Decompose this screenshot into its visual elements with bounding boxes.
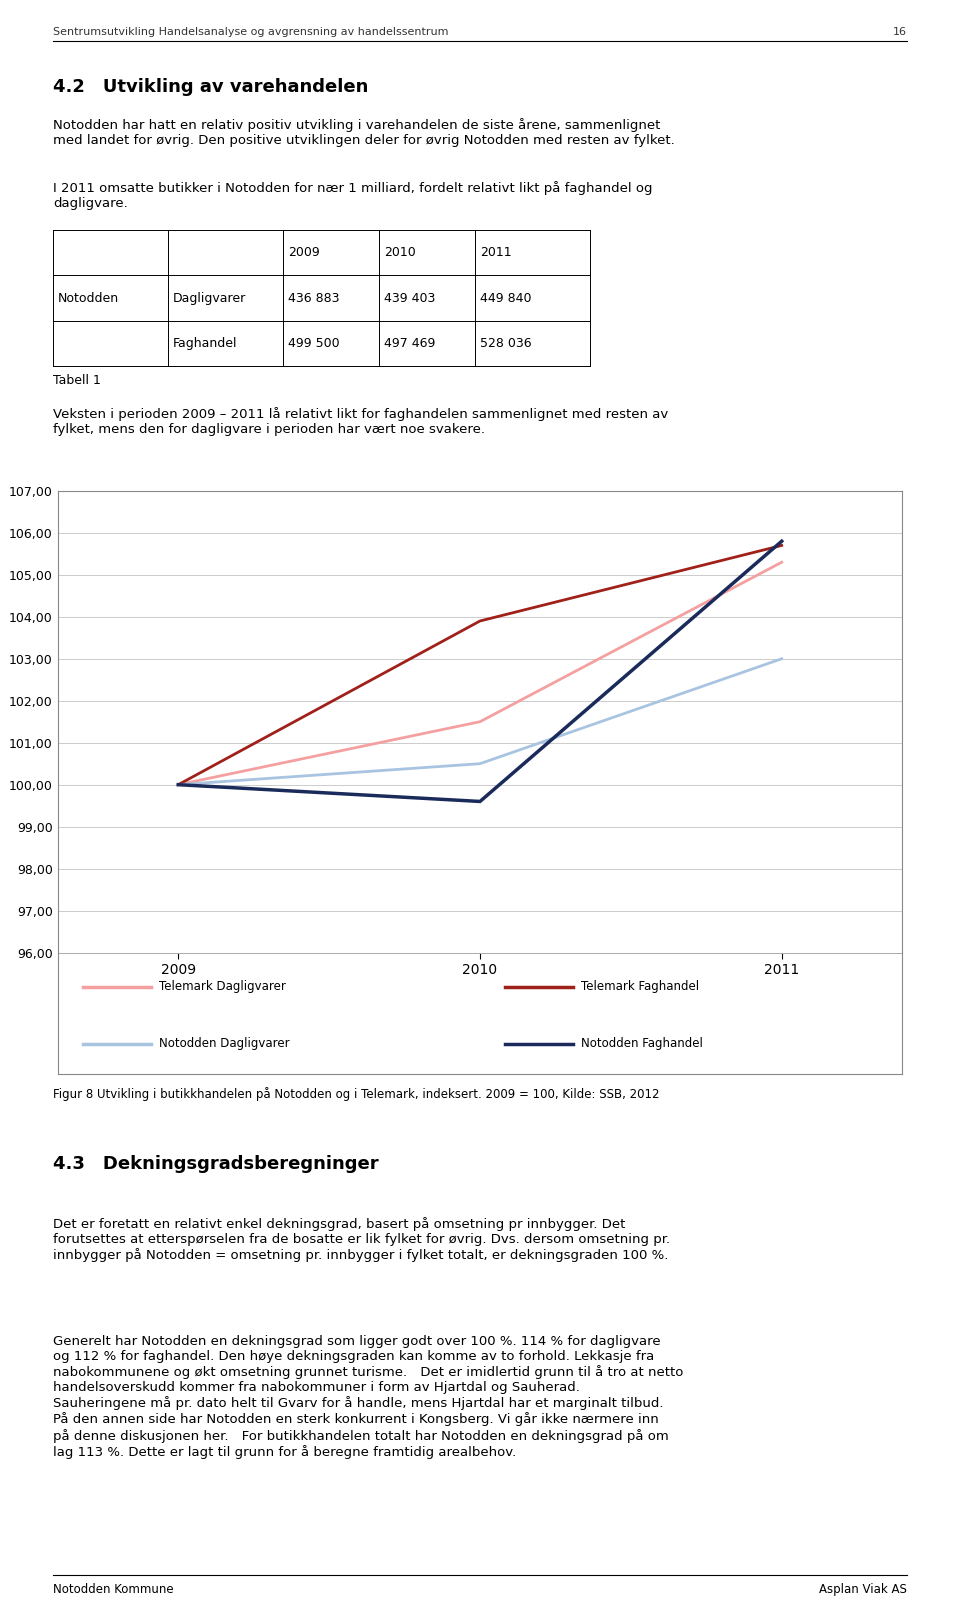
Text: 436 883: 436 883 xyxy=(288,292,340,305)
Text: Telemark Dagligvarer: Telemark Dagligvarer xyxy=(159,980,286,993)
Text: 2009: 2009 xyxy=(288,246,320,259)
Text: I 2011 omsatte butikker i Notodden for nær 1 milliard, fordelt relativt likt på : I 2011 omsatte butikker i Notodden for n… xyxy=(53,181,652,211)
Text: Dagligvarer: Dagligvarer xyxy=(173,292,246,305)
Text: Figur 8 Utvikling i butikkhandelen på Notodden og i Telemark, indeksert. 2009 = : Figur 8 Utvikling i butikkhandelen på No… xyxy=(53,1087,660,1102)
Text: Generelt har Notodden en dekningsgrad som ligger godt over 100 %. 114 % for dagl: Generelt har Notodden en dekningsgrad so… xyxy=(53,1335,684,1458)
Text: Notodden Kommune: Notodden Kommune xyxy=(53,1583,174,1596)
Text: Telemark Faghandel: Telemark Faghandel xyxy=(582,980,700,993)
Text: 497 469: 497 469 xyxy=(384,337,436,350)
Text: 439 403: 439 403 xyxy=(384,292,436,305)
Text: Notodden: Notodden xyxy=(58,292,119,305)
Text: Tabell 1: Tabell 1 xyxy=(53,374,101,387)
Text: Notodden Dagligvarer: Notodden Dagligvarer xyxy=(159,1037,290,1050)
Text: 2011: 2011 xyxy=(480,246,512,259)
Text: Sentrumsutvikling Handelsanalyse og avgrensning av handelssentrum: Sentrumsutvikling Handelsanalyse og avgr… xyxy=(53,28,448,37)
Text: 2010: 2010 xyxy=(384,246,416,259)
Text: 499 500: 499 500 xyxy=(288,337,340,350)
Text: Faghandel: Faghandel xyxy=(173,337,237,350)
Text: 4.3 Dekningsgradsberegninger: 4.3 Dekningsgradsberegninger xyxy=(53,1155,378,1173)
Text: 16: 16 xyxy=(893,28,907,37)
Text: 449 840: 449 840 xyxy=(480,292,532,305)
Text: Notodden Faghandel: Notodden Faghandel xyxy=(582,1037,704,1050)
Text: Det er foretatt en relativt enkel dekningsgrad, basert på omsetning pr innbygger: Det er foretatt en relativt enkel deknin… xyxy=(53,1217,670,1262)
Text: Notodden har hatt en relativ positiv utvikling i varehandelen de siste årene, sa: Notodden har hatt en relativ positiv utv… xyxy=(53,118,675,147)
Text: 4.2 Utvikling av varehandelen: 4.2 Utvikling av varehandelen xyxy=(53,78,369,96)
Text: Asplan Viak AS: Asplan Viak AS xyxy=(819,1583,907,1596)
Text: 528 036: 528 036 xyxy=(480,337,532,350)
Text: Veksten i perioden 2009 – 2011 lå relativt likt for faghandelen sammenlignet med: Veksten i perioden 2009 – 2011 lå relati… xyxy=(53,407,668,436)
